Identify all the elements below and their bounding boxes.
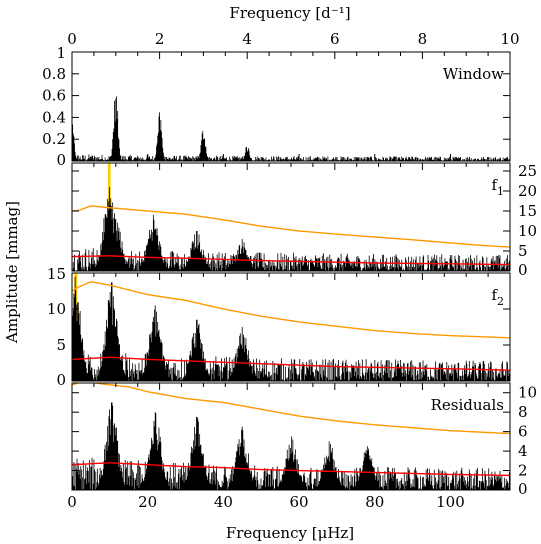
y-tick-label: 10	[518, 222, 537, 240]
y-tick-label: 25	[518, 162, 537, 180]
panels-layer: 00.20.40.60.81Window0510152025f1051015f2…	[42, 30, 537, 511]
y-tick-label: 1	[56, 44, 66, 62]
y-tick-label: 0.6	[42, 87, 66, 105]
y-tick-label: 15	[47, 265, 66, 283]
panel-plot-area	[72, 383, 510, 490]
panel-label: f2	[491, 286, 504, 308]
bottom-axis-tick-label: 0	[67, 493, 77, 511]
significance-line	[72, 281, 510, 339]
y-tick-label: 20	[518, 182, 537, 200]
y-tick-label: 10	[518, 384, 537, 402]
panel-label: Residuals	[431, 396, 504, 414]
y-tick-label: 0	[518, 261, 528, 279]
y-tick-label: 0	[56, 151, 66, 169]
y-tick-label: 10	[47, 300, 66, 318]
significance-line	[72, 383, 510, 435]
bottom-axis-tick-label: 80	[365, 493, 384, 511]
y-tick-label: 0.4	[42, 108, 66, 126]
panel-2: 05 10 15 20 25 f1	[71, 162, 537, 279]
panel-3: 0 5 10 15 f2	[47, 265, 511, 389]
y-tick-label: 5	[56, 336, 66, 354]
bottom-axis-title: Frequency [μHz]	[226, 524, 354, 542]
top-axis-tick-label: 8	[418, 30, 428, 48]
top-axis-tick-label: 6	[330, 30, 340, 48]
y-tick-label: 0.2	[42, 130, 66, 148]
y-axis-title: Amplitude [mmag]	[3, 201, 21, 344]
y-tick-label: 4	[518, 442, 528, 460]
spectrum-series	[72, 402, 510, 490]
noise-line	[72, 356, 510, 371]
panel-plot-area	[72, 96, 510, 161]
panel-label: Window	[443, 65, 504, 83]
panel-plot-area	[72, 273, 510, 381]
bottom-axis-tick-label: 60	[290, 493, 309, 511]
panel-plot-area	[72, 163, 510, 271]
panel-frame	[71, 162, 511, 272]
spectrum-series	[72, 187, 510, 271]
panel-4: 02 46 810 Residuals	[71, 382, 537, 498]
y-tick-label: 2	[518, 462, 528, 480]
top-axis-tick-label: 2	[155, 30, 165, 48]
spectrum-series	[72, 96, 510, 161]
y-tick-label: 0.8	[42, 65, 66, 83]
top-axis-title: Frequency [d⁻¹]	[229, 4, 350, 22]
y-tick-label: 6	[518, 423, 528, 441]
y-tick-label: 5	[518, 242, 528, 260]
top-axis-tick-label: 4	[242, 30, 252, 48]
panel-label: f1	[491, 176, 504, 198]
bottom-axis-tick-label: 20	[138, 493, 157, 511]
y-tick-label: 0	[518, 480, 528, 498]
y-tick-label: 15	[518, 202, 537, 220]
noise-line	[72, 255, 510, 266]
panel-label-subscript: 2	[497, 295, 504, 308]
bottom-axis-tick-label: 100	[436, 493, 465, 511]
bottom-axis-tick-label: 40	[214, 493, 233, 511]
panel-1: 0 0.2 0.4 0.6 0.8 1 Window	[42, 44, 511, 169]
top-axis-tick-label: 10	[500, 30, 519, 48]
panel-label-subscript: 1	[497, 185, 504, 198]
y-tick-label: 8	[518, 403, 528, 421]
significance-line	[72, 205, 510, 248]
top-axis-tick-label: 0	[67, 30, 77, 48]
noise-line	[72, 462, 510, 477]
y-tick-label: 0	[56, 371, 66, 389]
